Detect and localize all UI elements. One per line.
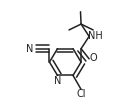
Text: N: N — [53, 76, 61, 86]
Text: Cl: Cl — [76, 89, 86, 99]
Text: O: O — [89, 53, 97, 63]
Text: NH: NH — [87, 31, 102, 41]
Text: N: N — [25, 44, 33, 54]
